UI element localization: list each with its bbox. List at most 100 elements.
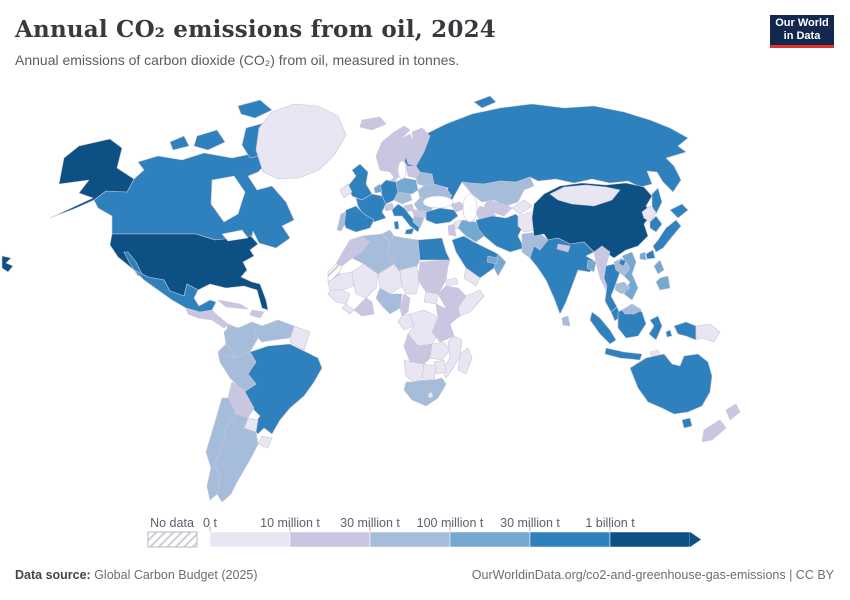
country-central-america[interactable] [185, 307, 229, 329]
country-mali[interactable] [351, 263, 379, 299]
country-new-zealand-north[interactable] [725, 403, 741, 421]
country-israel-jordan[interactable] [447, 223, 457, 237]
country-canada-ellesmere-island[interactable] [237, 99, 273, 119]
country-benelux[interactable] [373, 183, 383, 194]
country-south-korea[interactable] [649, 215, 663, 233]
country-south-sudan[interactable] [423, 291, 439, 305]
country-australia-tasmania[interactable] [681, 417, 693, 429]
country-sudan[interactable] [417, 259, 451, 295]
legend-bin-swatch-5[interactable] [529, 531, 611, 548]
country-baltics[interactable] [405, 165, 421, 179]
country-mozambique[interactable] [441, 335, 463, 379]
country-uae[interactable] [486, 255, 499, 265]
legend-no-data-swatch[interactable] [147, 531, 198, 548]
country-kyrgyzstan-tajikistan[interactable] [511, 199, 533, 215]
country-iceland[interactable] [359, 116, 387, 131]
country-cambodia[interactable] [614, 281, 631, 295]
country-chile[interactable] [205, 397, 237, 501]
country-nigeria[interactable] [375, 287, 403, 315]
country-guyanas[interactable] [289, 325, 311, 351]
country-ireland[interactable] [339, 183, 353, 199]
country-philippines-luzon[interactable] [653, 259, 665, 275]
country-namibia[interactable] [403, 359, 425, 383]
country-bangladesh[interactable] [586, 259, 597, 273]
country-uruguay[interactable] [257, 435, 273, 449]
country-spain[interactable] [341, 205, 375, 233]
country-indonesia-sumatra[interactable] [589, 311, 617, 345]
country-malaysia-borneo[interactable] [621, 303, 643, 315]
country-indonesia-java[interactable] [604, 347, 643, 361]
country-taiwan[interactable] [639, 251, 647, 261]
country-mongolia[interactable] [549, 184, 621, 207]
country-japan-kyushu[interactable] [645, 249, 656, 260]
country-greenland[interactable] [255, 103, 347, 180]
country-venezuela[interactable] [251, 319, 295, 343]
country-hispaniola[interactable] [249, 309, 265, 319]
country-libya[interactable] [387, 235, 421, 273]
country-vietnam[interactable] [621, 251, 639, 301]
legend-bin-swatch-6[interactable] [609, 531, 691, 548]
country-turkey[interactable] [425, 207, 459, 225]
world-choropleth-map[interactable] [0, 86, 850, 520]
country-russia-novaya-zemlya[interactable] [473, 95, 497, 109]
country-indonesia-sulawesi[interactable] [648, 315, 663, 341]
legend-bin-swatch-2[interactable] [289, 531, 371, 548]
country-indonesia-west-papua[interactable] [673, 321, 697, 341]
country-czechia-austria[interactable] [393, 191, 413, 205]
country-russia[interactable] [403, 103, 689, 201]
country-sri-lanka[interactable] [561, 315, 571, 327]
country-italy-sardinia[interactable] [393, 220, 400, 230]
country-mexico-baja[interactable] [123, 251, 143, 277]
country-senegal[interactable] [327, 289, 351, 305]
country-north-korea[interactable] [641, 205, 657, 223]
country-madagascar[interactable] [457, 347, 473, 375]
owid-logo[interactable]: Our World in Data [770, 15, 834, 48]
country-botswana[interactable] [421, 363, 437, 381]
country-angola[interactable] [403, 333, 433, 365]
country-kazakhstan[interactable] [461, 176, 535, 207]
country-south-africa[interactable] [403, 377, 447, 407]
country-australia[interactable] [629, 353, 713, 415]
country-ivory-coast-ghana[interactable] [353, 297, 375, 317]
country-yemen[interactable] [463, 267, 481, 287]
country-hainan[interactable] [618, 259, 627, 267]
country-papua-new-guinea[interactable] [695, 323, 721, 343]
country-cuba[interactable] [217, 299, 249, 310]
country-eritrea[interactable] [445, 277, 459, 287]
country-usa-alaska[interactable] [49, 138, 135, 219]
country-portugal[interactable] [336, 211, 347, 232]
country-indonesia-moluccas[interactable] [665, 329, 673, 338]
country-uzbekistan[interactable] [483, 199, 513, 217]
country-japan-honshu[interactable] [652, 219, 682, 253]
country-guinea-cluster[interactable] [341, 303, 355, 315]
country-canada-banks-island[interactable] [169, 135, 190, 151]
country-poland[interactable] [395, 177, 419, 195]
legend-bin-swatch-4[interactable] [449, 531, 531, 548]
country-philippines-mindanao[interactable] [655, 275, 671, 291]
country-mexico[interactable] [133, 269, 217, 313]
country-belarus[interactable] [415, 171, 435, 187]
country-italy-sicily[interactable] [404, 227, 415, 235]
country-greece[interactable] [412, 215, 425, 229]
country-iran[interactable] [475, 213, 525, 253]
country-united-kingdom[interactable] [347, 163, 373, 201]
country-japan-hokkaido[interactable] [669, 203, 689, 219]
country-new-zealand-south[interactable] [701, 419, 727, 443]
country-peru[interactable] [217, 351, 257, 393]
country-cameroon[interactable] [399, 293, 411, 317]
country-finland[interactable] [405, 127, 431, 167]
country-canada-victoria-island[interactable] [193, 129, 226, 151]
country-tanzania[interactable] [431, 317, 455, 343]
legend-bin-swatch-3[interactable] [369, 531, 451, 548]
country-gabon-congo[interactable] [397, 313, 415, 331]
country-nepal[interactable] [556, 243, 571, 253]
country-egypt[interactable] [417, 237, 451, 261]
footer-attribution[interactable]: OurWorldinData.org/co2-and-greenhouse-ga… [471, 568, 834, 582]
country-zambia[interactable] [429, 341, 451, 361]
country-lesotho[interactable] [427, 391, 434, 399]
country-colombia[interactable] [223, 321, 263, 359]
legend-bin-swatch-1[interactable] [209, 531, 291, 548]
country-italy[interactable] [391, 203, 421, 233]
country-russia-sakhalin[interactable] [651, 187, 663, 215]
country-chad[interactable] [399, 265, 421, 295]
